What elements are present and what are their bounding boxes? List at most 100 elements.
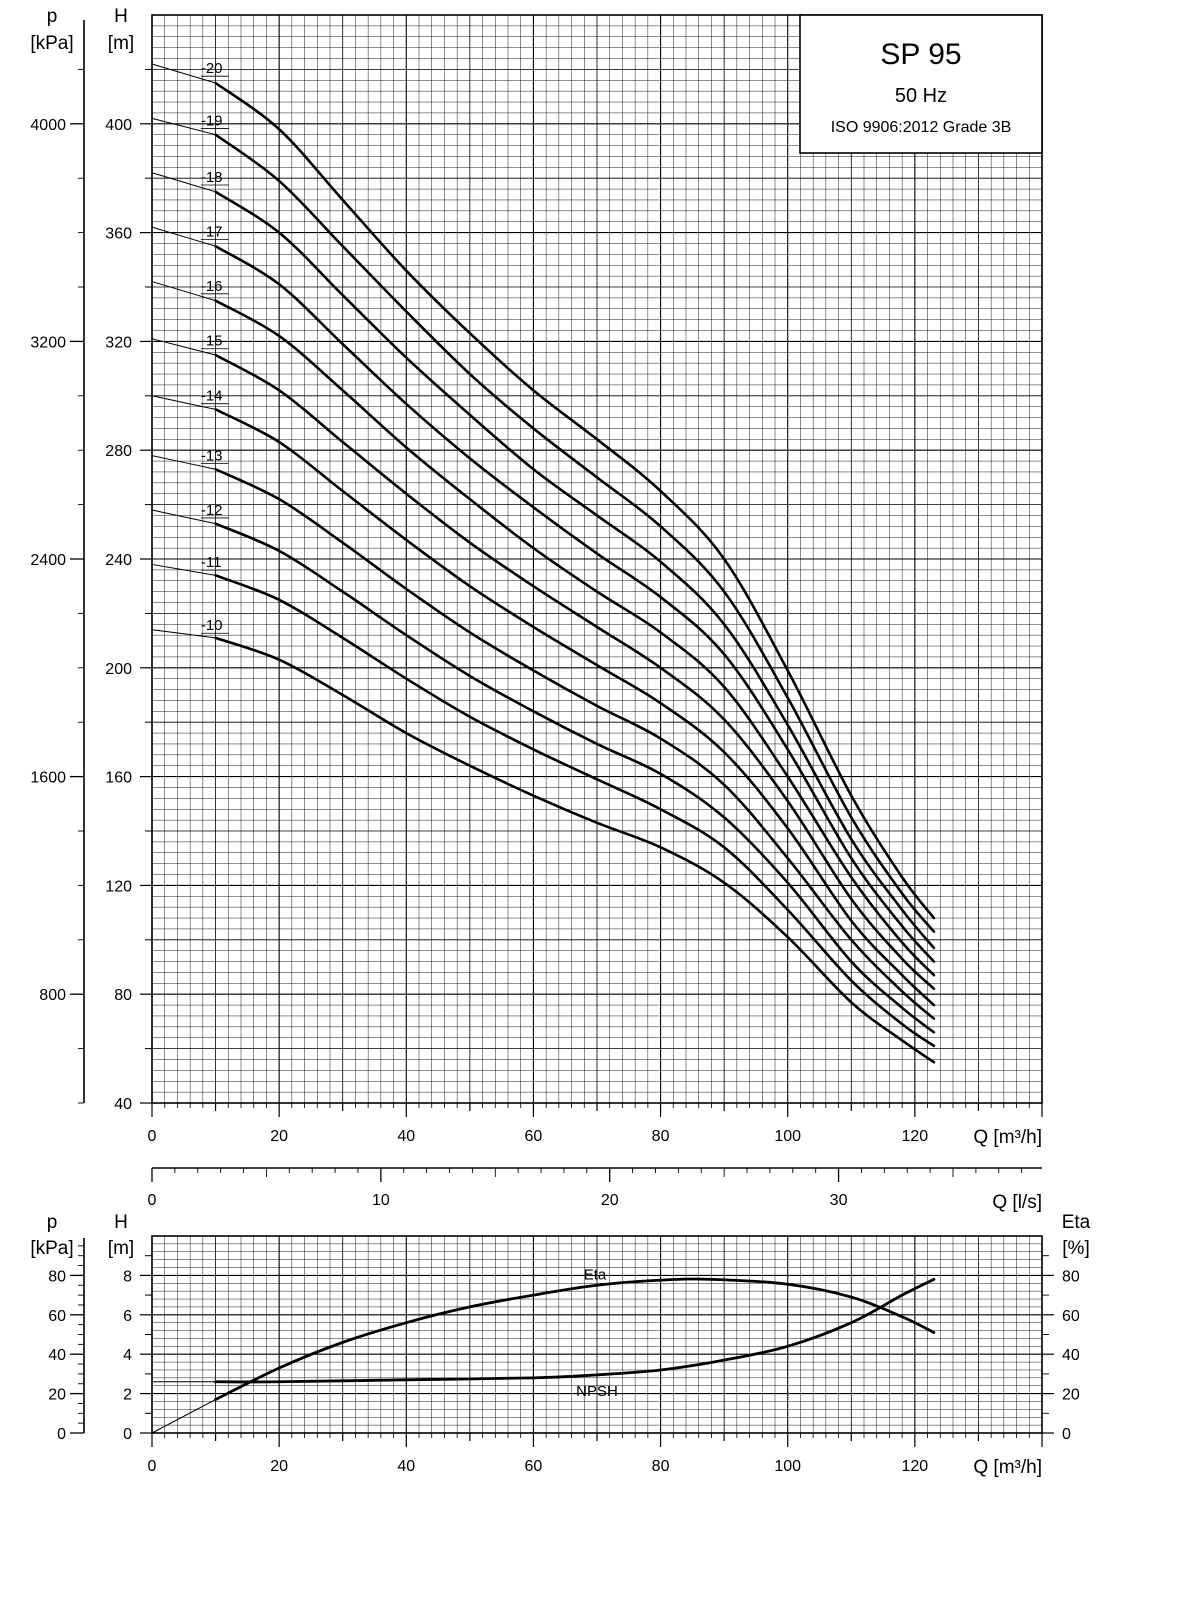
npsh-axis-tick-label: 2 bbox=[123, 1387, 132, 1404]
h-axis-tick-label: 400 bbox=[105, 117, 132, 134]
bottom-p-axis-tick-label: 60 bbox=[48, 1308, 66, 1325]
curve-label: -10 bbox=[201, 617, 223, 634]
curve-stage-19-extension bbox=[151, 117, 217, 136]
curve-stage-17 bbox=[214, 244, 936, 963]
curve-stage-16 bbox=[214, 299, 936, 977]
bottom-p-axis-tick-label: 0 bbox=[57, 1426, 66, 1443]
npsh-axis-tick-label: 8 bbox=[123, 1268, 132, 1285]
curve-stage-15 bbox=[214, 353, 936, 991]
curve-stage-10 bbox=[214, 636, 936, 1064]
h-axis-tick-label: 80 bbox=[114, 987, 132, 1004]
curve-stage-13-extension bbox=[151, 455, 217, 470]
ls-axis-tick-label: 10 bbox=[372, 1192, 390, 1209]
curve-stage-16-extension bbox=[151, 281, 217, 302]
curve-stage-10-extension bbox=[151, 629, 217, 639]
p-axis-tick-label: 2400 bbox=[30, 552, 66, 569]
eta-axis-tick-label: 80 bbox=[1062, 1268, 1080, 1285]
q-axis-tick-label: 40 bbox=[397, 1128, 415, 1145]
bottom-q-axis-tick-label: 40 bbox=[397, 1458, 415, 1475]
curve-stage-12-extension bbox=[151, 509, 217, 525]
h-axis-title: H bbox=[114, 6, 128, 27]
h-axis-tick-label: 160 bbox=[105, 770, 132, 787]
bottom-q-axis-tick-label: 120 bbox=[902, 1458, 929, 1475]
npsh-axis-tick-label: 4 bbox=[123, 1347, 132, 1364]
curve-label: -20 bbox=[201, 60, 223, 77]
eta-axis-title: Eta bbox=[1062, 1212, 1091, 1233]
eta-curve-label: Eta bbox=[584, 1266, 607, 1283]
bottom-h-axis-unit: [m] bbox=[108, 1238, 134, 1259]
q-axis-tick-label: 20 bbox=[270, 1128, 288, 1145]
h-axis-unit: [m] bbox=[108, 33, 134, 54]
bottom-p-axis-tick-label: 40 bbox=[48, 1347, 66, 1364]
curve-stage-15-extension bbox=[151, 338, 217, 356]
h-axis-tick-label: 320 bbox=[105, 334, 132, 351]
eta-axis-tick-label: 60 bbox=[1062, 1308, 1080, 1325]
bottom-h-axis-title: H bbox=[114, 1212, 128, 1233]
title-box bbox=[799, 14, 1043, 154]
npsh-axis-tick-label: 6 bbox=[123, 1308, 132, 1325]
bottom-q-axis-title: Q [m³/h] bbox=[973, 1457, 1042, 1478]
eta-axis-unit: [%] bbox=[1062, 1238, 1089, 1259]
p-axis-tick-label: 4000 bbox=[30, 117, 66, 134]
bottom-p-axis-unit: [kPa] bbox=[30, 1238, 73, 1259]
curve-label: -12 bbox=[201, 502, 223, 519]
bottom-p-axis-tick-label: 20 bbox=[48, 1387, 66, 1404]
bottom-curves bbox=[151, 1277, 936, 1434]
q-axis-tick-label: 60 bbox=[525, 1128, 543, 1145]
head-curves bbox=[151, 63, 936, 1064]
curve-stage-20 bbox=[214, 81, 936, 920]
eta-axis-tick-label: 20 bbox=[1062, 1387, 1080, 1404]
curve-stage-13 bbox=[214, 467, 936, 1020]
chart-standard: ISO 9906:2012 Grade 3B bbox=[831, 119, 1012, 136]
chart-subtitle: 50 Hz bbox=[895, 85, 947, 107]
chart-title: SP 95 bbox=[880, 38, 961, 71]
p-axis-tick-label: 800 bbox=[39, 987, 66, 1004]
curve-stage-19 bbox=[214, 133, 936, 933]
p-axis-unit: [kPa] bbox=[30, 33, 73, 54]
ls-axis-title: Q [l/s] bbox=[992, 1192, 1042, 1213]
curve-stage-11 bbox=[214, 574, 936, 1048]
q-axis-tick-label: 80 bbox=[652, 1128, 670, 1145]
npsh-curve-label: NPSH bbox=[576, 1383, 618, 1400]
p-axis-tick-label: 1600 bbox=[30, 770, 66, 787]
curve-stage-11-extension bbox=[151, 563, 217, 576]
bottom-p-axis-tick-label: 80 bbox=[48, 1268, 66, 1285]
p-axis-title: p bbox=[47, 6, 58, 27]
bottom-q-axis-tick-label: 80 bbox=[652, 1458, 670, 1475]
curve-stage-14-extension bbox=[151, 395, 217, 410]
h-axis-tick-label: 200 bbox=[105, 661, 132, 678]
curve-label: -15 bbox=[201, 333, 223, 350]
eta-curve bbox=[214, 1277, 936, 1401]
curve-label: -19 bbox=[201, 112, 223, 129]
bottom-q-axis-tick-label: 60 bbox=[525, 1458, 543, 1475]
eta-axis-tick-label: 0 bbox=[1062, 1426, 1071, 1443]
curve-stage-12 bbox=[214, 522, 936, 1034]
h-axis-tick-label: 120 bbox=[105, 878, 132, 895]
curve-stage-17-extension bbox=[151, 226, 217, 247]
q-axis-tick-label: 100 bbox=[774, 1128, 801, 1145]
h-axis-tick-label: 40 bbox=[114, 1096, 132, 1113]
bottom-p-axis-title: p bbox=[47, 1212, 58, 1233]
curve-label: -16 bbox=[201, 278, 223, 295]
h-axis-tick-label: 280 bbox=[105, 443, 132, 460]
curve-label: -13 bbox=[201, 448, 223, 465]
bottom-q-axis-tick-label: 20 bbox=[270, 1458, 288, 1475]
ls-axis-tick-label: 0 bbox=[148, 1192, 157, 1209]
curve-stage-18-extension bbox=[151, 172, 217, 193]
q-axis-tick-label: 0 bbox=[148, 1128, 157, 1145]
h-axis-tick-label: 360 bbox=[105, 226, 132, 243]
p-axis-tick-label: 3200 bbox=[30, 334, 66, 351]
curve-stage-18 bbox=[214, 190, 936, 950]
curve-label: -11 bbox=[201, 554, 222, 571]
curve-label: -18 bbox=[201, 169, 223, 186]
ls-axis-tick-label: 20 bbox=[601, 1192, 619, 1209]
top-grid bbox=[151, 14, 1043, 1104]
ls-axis-tick-label: 30 bbox=[830, 1192, 848, 1209]
curve-label: -17 bbox=[201, 223, 223, 240]
bottom-q-axis-tick-label: 100 bbox=[774, 1458, 801, 1475]
curve-label: -14 bbox=[201, 388, 223, 405]
npsh-axis-tick-label: 0 bbox=[123, 1426, 132, 1443]
q-axis-title: Q [m³/h] bbox=[973, 1127, 1042, 1148]
